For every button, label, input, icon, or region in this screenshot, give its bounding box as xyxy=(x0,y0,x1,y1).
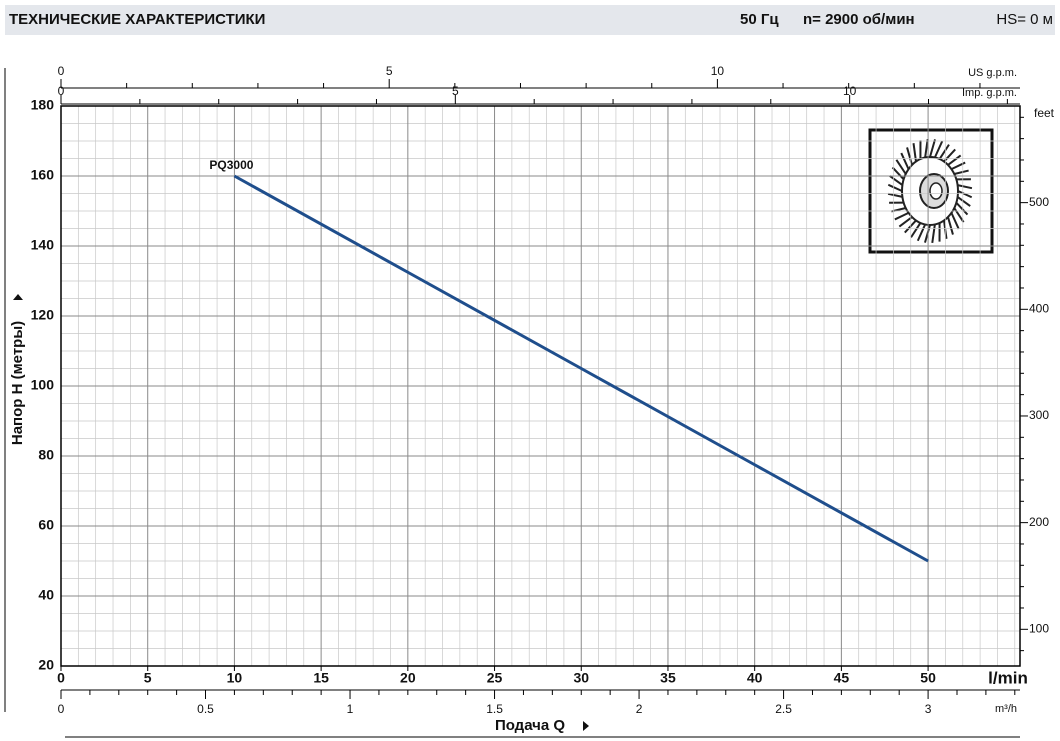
impeller-blade xyxy=(950,212,960,230)
tick-label: 5 xyxy=(452,84,459,98)
impeller-blade xyxy=(953,207,965,223)
tick-label: 2 xyxy=(636,702,643,716)
y-tick-label: 60 xyxy=(38,517,54,533)
y2-tick-label: 500 xyxy=(1029,195,1049,209)
axis-unit: m³/h xyxy=(995,703,1017,715)
impeller-blade xyxy=(895,159,907,175)
tick-label: 1 xyxy=(347,702,354,716)
x-tick-label: 5 xyxy=(144,670,152,686)
impeller-blade xyxy=(916,224,927,242)
chart-title: ТЕХНИЧЕСКИЕ ХАРАКТЕРИСТИКИ xyxy=(9,11,265,28)
impeller-blade xyxy=(887,192,903,198)
header-item: n= 2900 об/мин xyxy=(803,11,915,28)
impeller-blade xyxy=(947,216,954,235)
series-line xyxy=(233,174,929,563)
axis-unit: Imp. g.p.m. xyxy=(962,87,1017,99)
tick-label: 10 xyxy=(711,64,725,78)
impeller-blade xyxy=(954,169,969,175)
impeller-blade xyxy=(894,211,909,221)
y-tick-label: 80 xyxy=(38,447,54,463)
y-axis-title: Напор Н (метры) xyxy=(9,321,26,445)
x-tick-label: 40 xyxy=(747,670,763,686)
impeller-blade xyxy=(910,222,922,238)
impeller-blade xyxy=(887,183,903,192)
impeller-blade xyxy=(956,196,971,207)
x-axis-title: Подача Q xyxy=(495,717,565,734)
y-tick-label: 160 xyxy=(31,167,55,183)
y-tick-label: 40 xyxy=(38,587,54,603)
x-tick-label: 50 xyxy=(920,670,936,686)
tick-label: 0 xyxy=(58,64,65,78)
tick-label: 3 xyxy=(925,702,932,716)
impeller-blade xyxy=(906,147,913,166)
x-tick-label: 15 xyxy=(313,670,329,686)
y-tick-label: 180 xyxy=(31,97,55,113)
impeller-bore xyxy=(929,182,943,200)
impeller-blade xyxy=(889,175,904,186)
header-bar xyxy=(5,5,1055,35)
y-tick-label: 20 xyxy=(38,657,54,673)
impeller-blade xyxy=(929,139,936,158)
impeller-blade xyxy=(900,152,910,170)
tick-label: 1.5 xyxy=(486,702,503,716)
x-tick-label: 30 xyxy=(573,670,589,686)
impeller-picture xyxy=(868,128,994,254)
y2-tick-label: 200 xyxy=(1029,515,1049,529)
tick-label: 0.5 xyxy=(197,702,214,716)
impeller-blade xyxy=(891,166,905,181)
impeller-blade xyxy=(955,201,969,216)
tick-label: 2.5 xyxy=(775,702,792,716)
x-tick-label: 10 xyxy=(227,670,243,686)
y2-tick-label: 300 xyxy=(1029,408,1049,422)
axis-unit: US g.p.m. xyxy=(968,67,1017,79)
y2-tick-label: 100 xyxy=(1029,621,1049,635)
arrow xyxy=(583,721,589,731)
header-item: HS= 0 м xyxy=(996,11,1053,28)
y-tick-label: 100 xyxy=(31,377,55,393)
arrow xyxy=(13,294,23,300)
impeller-blade xyxy=(938,144,950,160)
impeller-blade xyxy=(933,140,944,158)
impeller-blade xyxy=(898,216,913,228)
impeller-blade xyxy=(943,148,956,163)
header-item: 50 Гц xyxy=(740,11,779,28)
series-label: PQ3000 xyxy=(209,158,253,172)
tick-label: 0 xyxy=(58,84,65,98)
x-tick-label: 20 xyxy=(400,670,416,686)
tick-label: 10 xyxy=(843,84,857,98)
y2-tick-label: 400 xyxy=(1029,301,1049,315)
x-unit: l/min xyxy=(988,668,1028,687)
x-tick-label: 35 xyxy=(660,670,676,686)
impeller-blade xyxy=(924,224,931,243)
impeller-blade xyxy=(957,190,973,199)
impeller-blade xyxy=(947,154,962,166)
y-tick-label: 120 xyxy=(31,307,55,323)
x-tick-label: 25 xyxy=(487,670,503,686)
x-tick-label: 45 xyxy=(834,670,850,686)
x-tick-label: 0 xyxy=(57,670,65,686)
plot-frame xyxy=(60,105,1021,667)
y2-axis-title: feet xyxy=(1034,106,1055,120)
impeller-blade xyxy=(924,138,929,158)
impeller-blade xyxy=(957,184,973,190)
impeller-blade xyxy=(931,224,936,244)
tick-label: 5 xyxy=(386,64,393,78)
tick-label: 0 xyxy=(58,702,65,716)
y-tick-label: 140 xyxy=(31,237,55,253)
